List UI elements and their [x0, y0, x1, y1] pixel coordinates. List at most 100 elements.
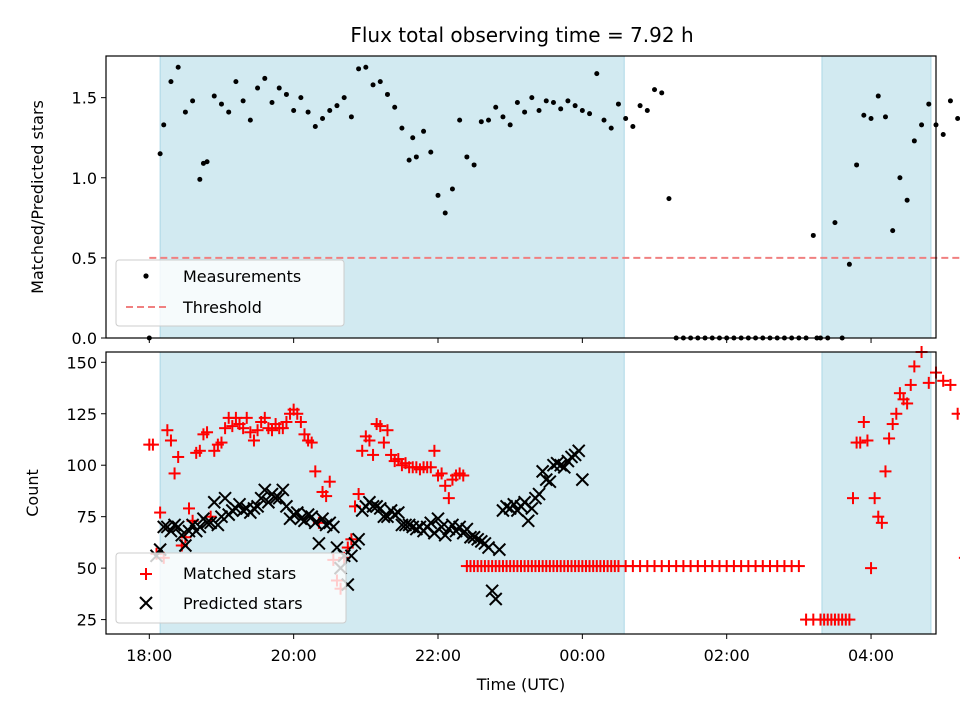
measurement-point	[442, 210, 448, 216]
matched-star-point	[875, 516, 888, 529]
predicted-star-point	[258, 483, 272, 497]
matched-star-point	[904, 378, 917, 391]
matched-star-point	[154, 506, 167, 519]
predicted-star-point	[424, 516, 438, 530]
measurement-point	[204, 159, 210, 165]
measurement-point	[919, 122, 925, 128]
matched-star-point	[276, 422, 289, 435]
measurement-point	[421, 128, 427, 134]
x-axis-label: Time (UTC)	[476, 675, 565, 694]
matched-star-point	[890, 407, 903, 420]
measurement-point	[947, 98, 953, 104]
matched-star-point	[439, 479, 452, 492]
y-tick-label: 50	[77, 559, 97, 578]
matched-star-point	[179, 531, 192, 544]
matched-star-point	[937, 374, 950, 387]
measurement-point	[637, 103, 643, 109]
matched-star-point	[872, 510, 885, 523]
measurement-point	[464, 154, 470, 160]
measurement-point	[565, 98, 571, 104]
legend-predicted-marker	[139, 596, 153, 610]
matched-star-point	[193, 444, 206, 457]
predicted-star-point	[550, 456, 564, 470]
measurement-point	[190, 98, 196, 104]
matched-star-point	[323, 475, 336, 488]
measurement-point	[897, 175, 903, 181]
measurement-point	[276, 85, 282, 91]
matched-star-point	[442, 492, 455, 505]
measurement-point	[269, 99, 275, 105]
matched-star-point	[146, 438, 159, 451]
matched-star-point	[944, 378, 957, 391]
predicted-star-point	[369, 499, 384, 514]
predicted-star-point	[250, 499, 265, 514]
predicted-star-point	[572, 444, 586, 458]
measurement-point	[904, 197, 910, 203]
ratio-y-axis-label: Matched/Predicted stars	[28, 100, 47, 294]
measurement-point	[659, 90, 665, 96]
matched-star-point	[291, 407, 304, 420]
legend-measurements-marker	[143, 273, 149, 279]
matched-star-point	[843, 613, 856, 626]
measurement-point	[832, 220, 838, 226]
predicted-star-point	[232, 497, 247, 512]
predicted-star-point	[297, 514, 312, 528]
matched-star-point	[861, 434, 874, 447]
measurement-point	[334, 103, 340, 109]
measurement-point	[861, 112, 867, 118]
matched-star-point	[879, 465, 892, 478]
measurement-point	[161, 122, 167, 128]
measurement-point	[810, 232, 816, 238]
count-legend: Matched stars Predicted stars	[115, 552, 347, 624]
x-tick-label: 20:00	[271, 646, 317, 665]
legend-predicted-label: Predicted stars	[183, 594, 303, 613]
matched-star-point	[215, 436, 228, 449]
matched-star-point	[392, 453, 405, 466]
measurement-point	[558, 106, 564, 112]
matched-star-point	[908, 360, 921, 373]
matched-star-point	[244, 426, 257, 439]
measurement-point	[211, 93, 217, 99]
chart-title: Flux total observing time = 7.92 h	[350, 23, 693, 47]
predicted-star-point	[326, 520, 341, 534]
measurement-point	[882, 114, 888, 120]
matched-star-point	[868, 492, 881, 505]
shaded-interval	[821, 55, 932, 339]
matched-star-point	[251, 424, 264, 437]
matched-star-point	[294, 415, 307, 428]
measurement-point	[262, 75, 268, 81]
measurement-point	[623, 115, 629, 121]
predicted-star-point	[525, 501, 539, 516]
measurement-point	[846, 261, 852, 267]
matched-star-point	[352, 488, 365, 501]
legend-measurements-label: Measurements	[183, 267, 301, 286]
measurement-point	[320, 115, 326, 121]
matched-star-point	[377, 436, 390, 449]
predicted-star-point	[294, 512, 308, 526]
count-panel: 25 50 75 100 125 150 18:00 20:00 22:00 00:00 02:0…	[23, 346, 960, 694]
predicted-star-point	[492, 542, 507, 557]
x-tick-label: 02:00	[704, 646, 750, 665]
measurement-point	[608, 125, 614, 131]
legend-threshold-label: Threshold	[182, 298, 262, 317]
measurement-point	[652, 87, 658, 93]
measurement-point	[514, 99, 520, 105]
matched-star-point	[951, 407, 960, 420]
measurement-point	[579, 107, 585, 113]
measurement-point	[157, 151, 163, 157]
matched-star-point	[356, 444, 369, 457]
matched-star-point	[792, 560, 805, 573]
matched-star-point	[374, 420, 387, 433]
predicted-star-point	[553, 458, 568, 472]
matched-star-point	[363, 434, 376, 447]
matched-star-point	[367, 448, 380, 461]
measurement-point	[457, 117, 463, 123]
measurement-point	[601, 117, 607, 123]
matched-star-point	[280, 415, 293, 428]
measurement-point	[926, 101, 932, 107]
y-tick-label: 1.5	[72, 89, 97, 108]
measurement-point	[644, 107, 650, 113]
predicted-star-point	[489, 592, 503, 606]
predicted-star-point	[532, 487, 546, 501]
